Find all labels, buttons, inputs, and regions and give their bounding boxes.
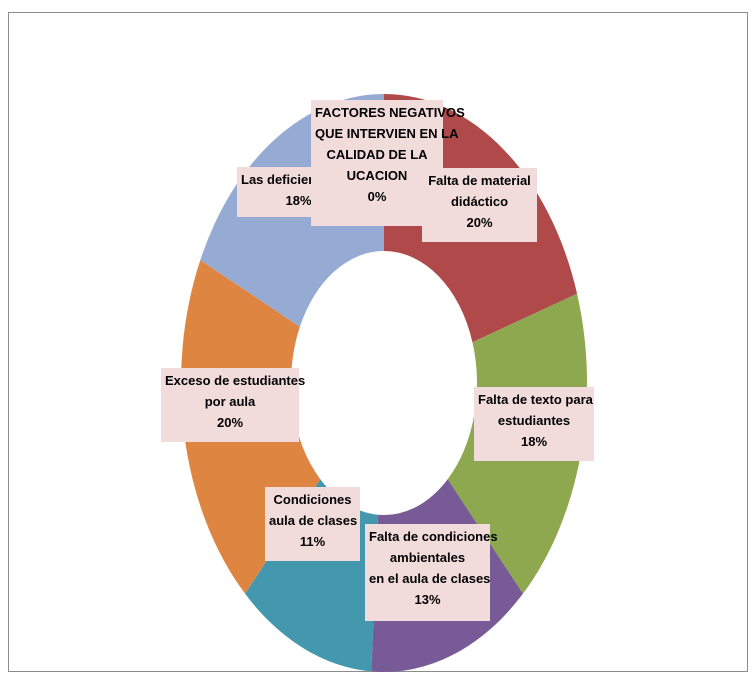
data-label-text: UCACION	[346, 168, 408, 183]
data-label-5: Exceso de estudiantes por aula 20%	[161, 368, 306, 442]
data-label-text: estudiantes	[497, 413, 571, 428]
data-label-text: por aula	[204, 394, 256, 409]
data-label-text: Exceso de estudiantes	[165, 373, 306, 388]
data-label-text: aula de clases	[269, 513, 358, 528]
data-label-text: FACTORES NEGATIVOS	[315, 105, 465, 120]
data-label-0: FACTORES NEGATIVOS QUE INTERVIEN EN LA CAL…	[311, 100, 465, 226]
data-label-1: Falta de material didáctico 20%	[422, 168, 537, 242]
data-label-percent: 13%	[414, 592, 441, 607]
data-label-text: Falta de material	[428, 173, 531, 188]
data-label-percent: 0%	[367, 189, 387, 204]
data-label-percent: 20%	[466, 215, 493, 230]
data-label-3: Falta de condiciones ambientales en el aul…	[365, 524, 498, 621]
data-label-text: en el aula de clases	[369, 571, 491, 586]
data-label-text: Condiciones	[273, 492, 352, 507]
data-label-text: Falta de condiciones	[369, 529, 498, 544]
data-label-text: Falta de texto para	[478, 392, 593, 407]
data-label-percent: 20%	[216, 415, 244, 430]
data-label-percent: 18%	[285, 193, 312, 208]
data-label-text: ambientales	[389, 550, 466, 565]
chart-area: FACTORES NEGATIVOS QUE INTERVIEN EN LA CAL…	[8, 12, 748, 672]
data-label-text: CALIDAD DE LA	[326, 147, 428, 162]
data-label-4: Condiciones aula de clases 11%	[265, 487, 360, 561]
data-label-percent: 11%	[299, 534, 326, 549]
data-label-text: QUE INTERVIEN EN LA	[315, 126, 459, 141]
data-label-text: didáctico	[450, 194, 509, 209]
data-label-2: Falta de texto para estudiantes 18%	[474, 387, 594, 461]
data-label-percent: 18%	[520, 434, 548, 449]
